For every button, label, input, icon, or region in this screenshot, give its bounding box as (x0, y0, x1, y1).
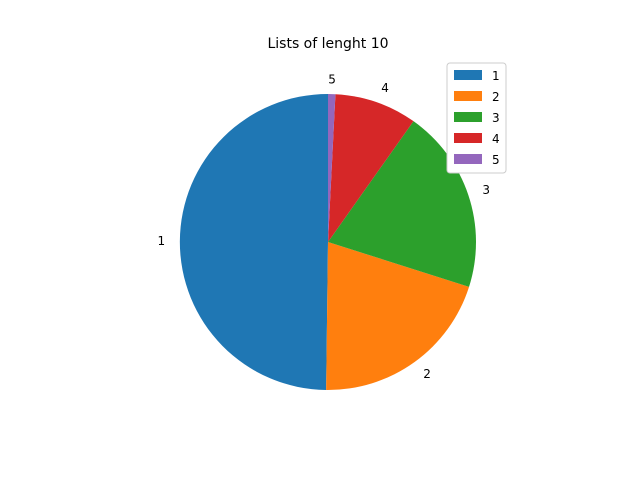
slice-label-5: 5 (328, 72, 336, 86)
pie-slice-2 (326, 242, 470, 391)
legend-label-1: 1 (492, 69, 500, 83)
slice-label-1: 1 (158, 234, 166, 248)
legend-swatch-3 (454, 112, 482, 122)
chart-title: Lists of lenght 10 (267, 36, 388, 52)
legend-swatch-1 (454, 70, 482, 80)
legend-label-5: 5 (492, 153, 500, 167)
pie-slice-3 (328, 121, 476, 287)
legend-label-4: 4 (492, 132, 500, 146)
pie-slices (179, 93, 476, 391)
legend-swatch-5 (454, 154, 482, 164)
legend: 1 2 3 4 5 (446, 62, 507, 174)
pie-slice-4 (328, 94, 414, 242)
pie-slice-1 (179, 93, 328, 390)
legend-swatch-2 (454, 91, 482, 101)
slice-label-3: 3 (482, 183, 490, 197)
legend-label-2: 2 (492, 90, 500, 104)
legend-swatch-4 (454, 133, 482, 143)
slice-label-2: 2 (423, 367, 431, 381)
legend-label-3: 3 (492, 111, 500, 125)
slice-label-4: 4 (381, 81, 389, 95)
pie-slice-5 (328, 94, 336, 242)
slice-labels: 1 2 3 4 5 (158, 72, 490, 381)
